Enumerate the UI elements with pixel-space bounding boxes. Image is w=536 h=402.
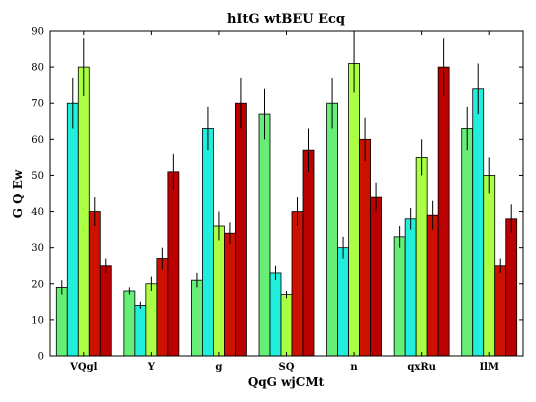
x-tick-label: VQgl xyxy=(69,362,97,373)
bar xyxy=(426,214,439,357)
y-axis-label: G Q Ew xyxy=(11,169,25,218)
x-tick-label: IlM xyxy=(479,362,499,373)
y-tick-label: 20 xyxy=(31,279,44,290)
bar xyxy=(145,283,158,357)
bar xyxy=(269,272,282,357)
bar xyxy=(472,88,485,357)
y-tick-label: 60 xyxy=(31,135,44,146)
bar xyxy=(483,175,496,357)
bar xyxy=(505,218,518,357)
bar xyxy=(123,290,136,357)
bar xyxy=(415,156,428,357)
bar xyxy=(370,196,382,357)
bar xyxy=(88,211,101,357)
bar xyxy=(134,305,147,357)
bar xyxy=(291,211,304,357)
bar xyxy=(202,128,214,357)
x-tick-label: SQ xyxy=(279,362,295,373)
chart-title: hItG wtBEU Ecq xyxy=(227,12,345,27)
y-tick-label: 80 xyxy=(31,63,44,74)
bar xyxy=(66,102,79,357)
bars-group xyxy=(55,63,518,357)
bar xyxy=(337,247,349,357)
bar xyxy=(167,171,180,357)
bar xyxy=(156,258,169,357)
x-axis-label: QqG wjCMt xyxy=(248,375,325,389)
x-tick-label: qxRu xyxy=(407,362,436,373)
y-tick-label: 30 xyxy=(31,243,44,254)
y-tick-label: 50 xyxy=(31,171,44,182)
bar xyxy=(437,66,450,357)
bar xyxy=(77,66,90,357)
plot-frame xyxy=(49,30,524,357)
y-tick-label: 70 xyxy=(31,99,44,110)
y-tick-label: 40 xyxy=(31,207,44,218)
x-tick-label: Y xyxy=(147,362,156,373)
bar xyxy=(280,294,293,357)
bar xyxy=(359,138,371,357)
bar xyxy=(235,102,247,357)
bar xyxy=(55,286,68,357)
bar xyxy=(326,102,338,357)
x-tick-label: g xyxy=(215,362,222,373)
bar xyxy=(224,232,236,357)
error-bars-group xyxy=(61,34,512,310)
bar xyxy=(404,218,417,357)
y-tick-label: 0 xyxy=(38,352,44,363)
bar xyxy=(461,128,474,357)
bar xyxy=(191,279,203,357)
bar xyxy=(348,63,360,357)
bar xyxy=(258,113,271,357)
bar xyxy=(213,225,225,357)
bar xyxy=(393,236,406,357)
bar xyxy=(99,265,112,357)
y-tick-label: 10 xyxy=(31,315,44,326)
bar xyxy=(302,149,315,357)
y-tick-label: 90 xyxy=(31,27,44,38)
x-tick-label: n xyxy=(350,362,358,373)
bar xyxy=(494,265,507,357)
